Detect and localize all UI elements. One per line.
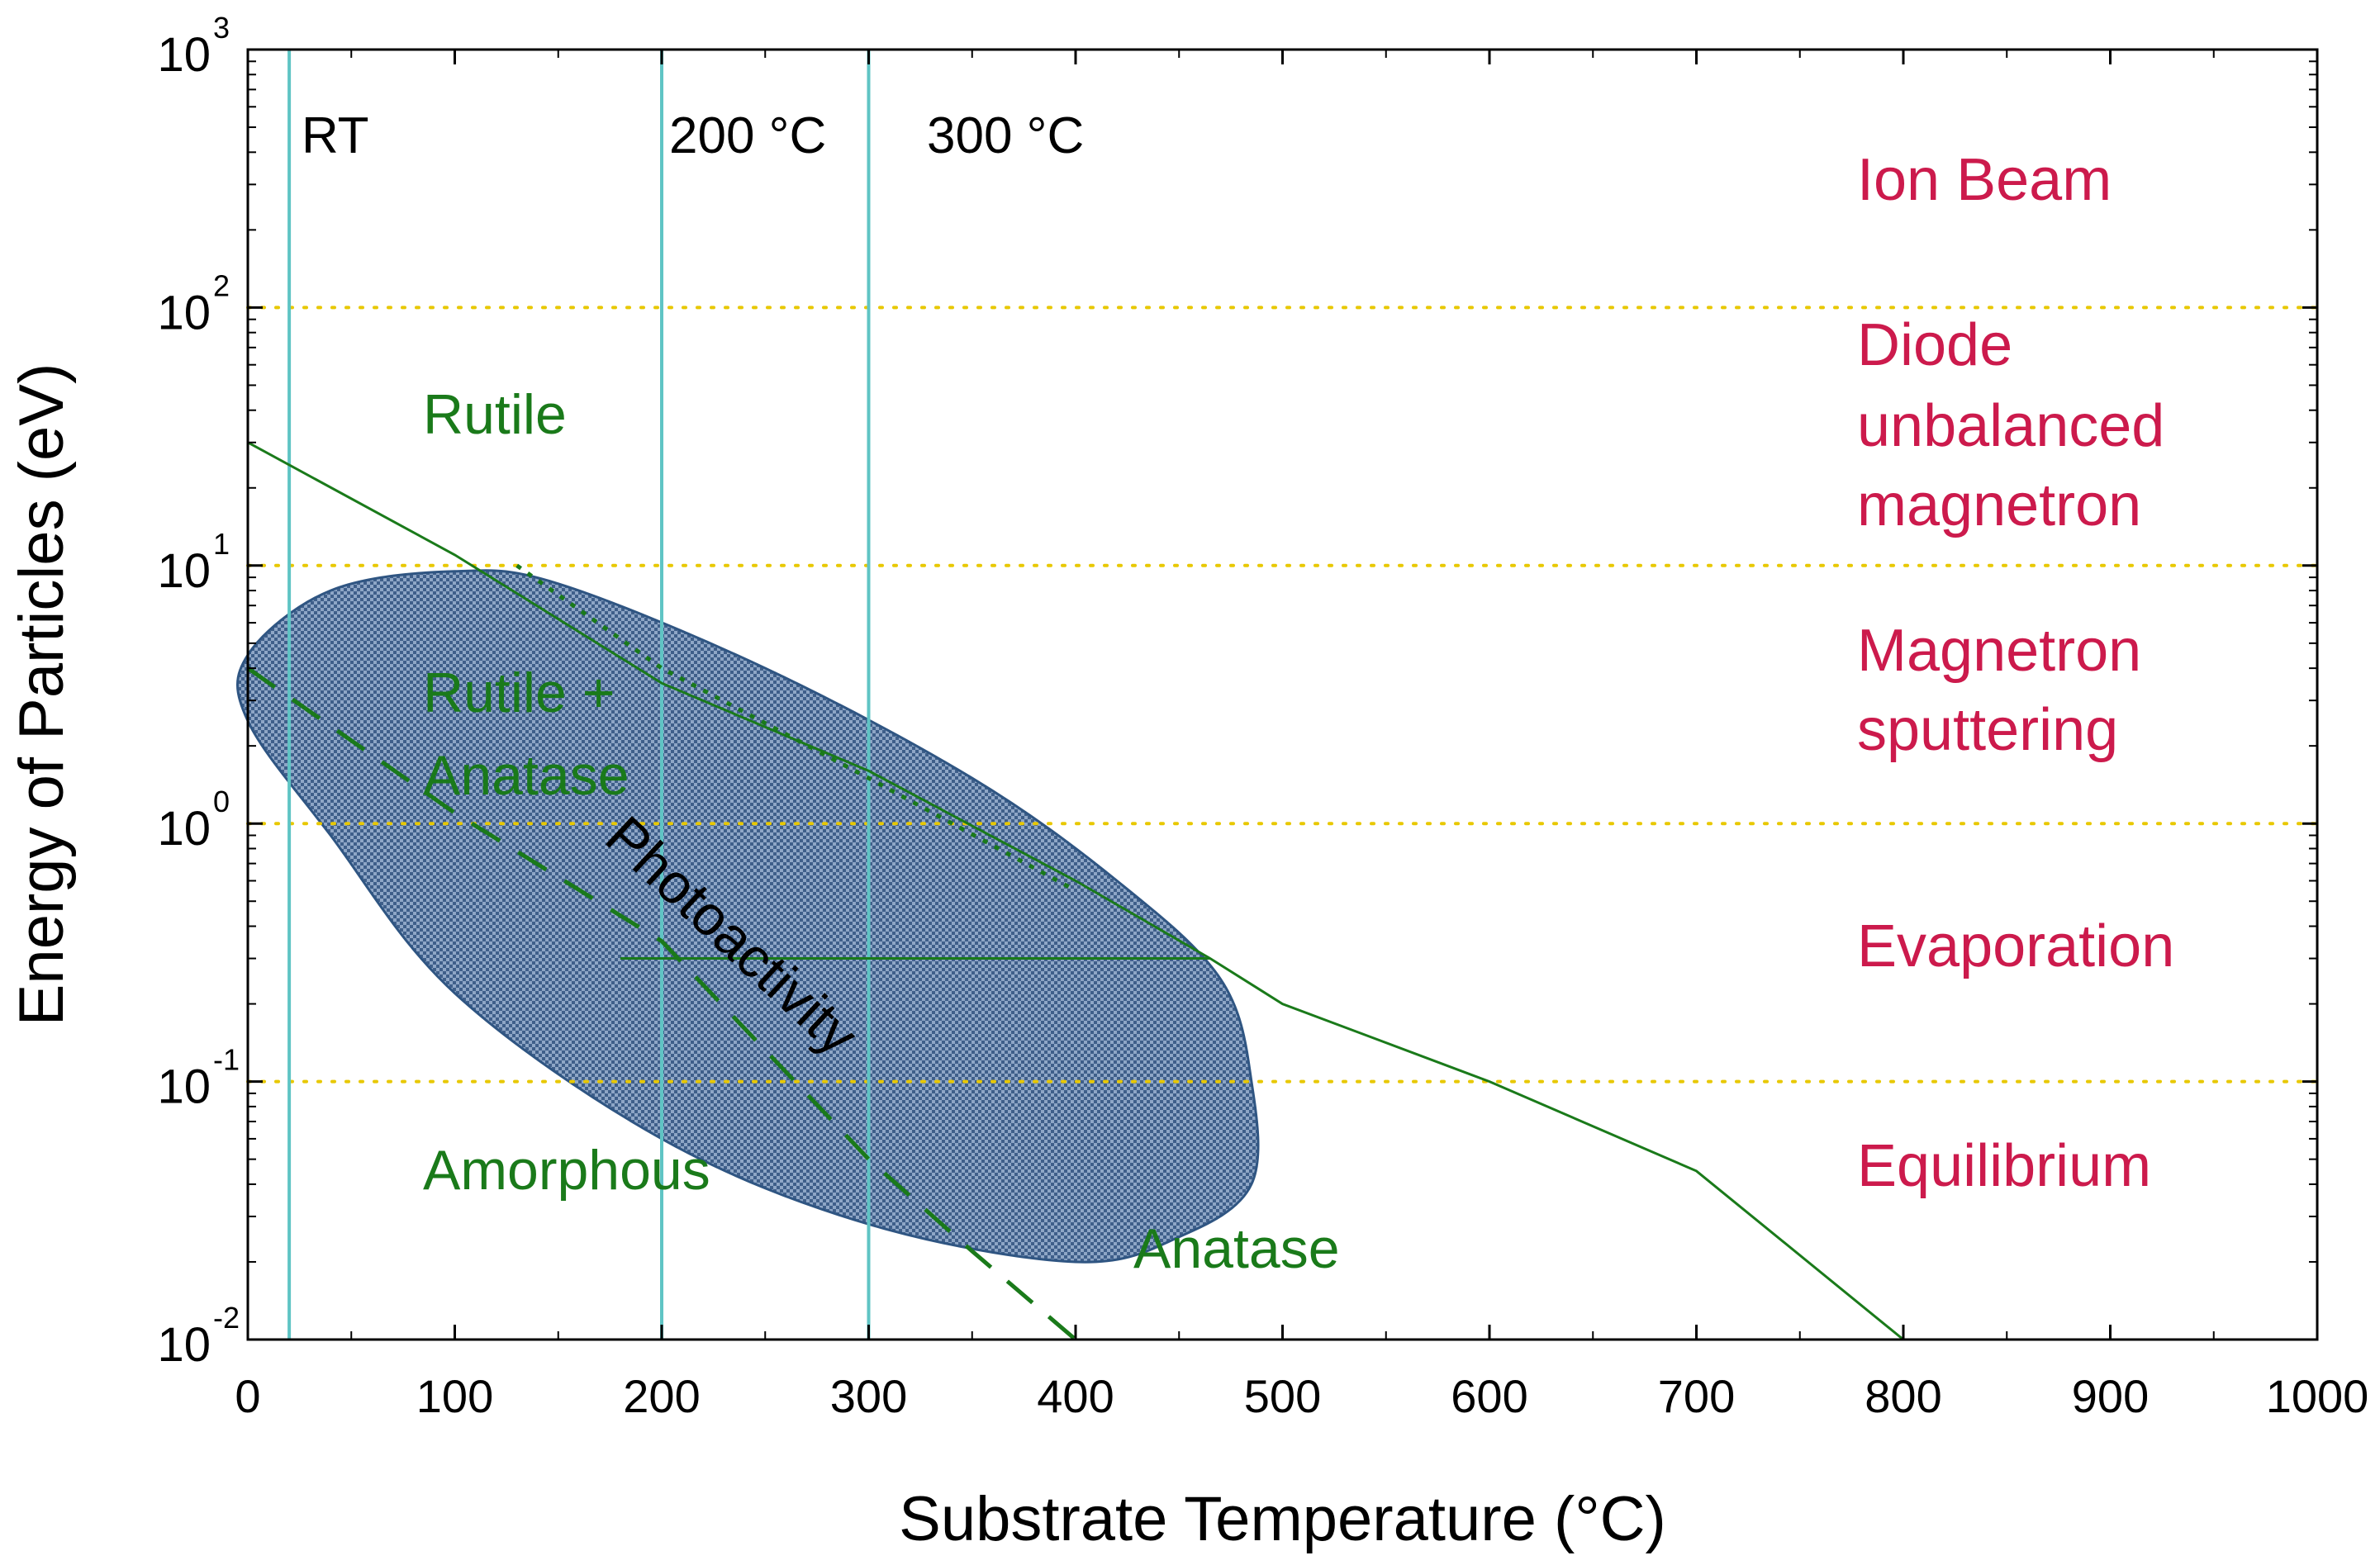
- y-tick-label-base: 10: [157, 286, 211, 339]
- reference-lines-layer: [246, 50, 2319, 1340]
- x-axis-title: Substrate Temperature (°C): [899, 1484, 1666, 1554]
- labels-layer: RT 200 °C 300 °C0 100 200 300 400 500 600 700 800 9…: [7, 11, 2368, 1554]
- process-label: Ion Beam: [1857, 147, 2112, 213]
- x-tick-label: 800: [1865, 1370, 1941, 1422]
- y-tick-label-base: 10: [157, 1060, 211, 1114]
- boundary-lines-layer: [246, 441, 1904, 1341]
- axes-layer: [246, 48, 2319, 1341]
- vertical-line-label: 300 °C: [927, 107, 1084, 164]
- amorphous-boundary-line: [246, 666, 1077, 1341]
- phase-label: Anatase: [423, 744, 629, 807]
- x-tick-label: 1000: [2266, 1370, 2369, 1422]
- process-label: Diode: [1857, 312, 2012, 378]
- x-tick-label: 200: [623, 1370, 700, 1422]
- y-tick-label-base: 10: [157, 544, 211, 598]
- x-tick-label: 700: [1658, 1370, 1735, 1422]
- x-tick-label: 600: [1451, 1370, 1527, 1422]
- phase-label: Rutile: [423, 383, 567, 446]
- photoactivity-upper-line: [515, 563, 1077, 893]
- phase-label: Rutile +: [423, 662, 615, 724]
- x-tick-label: 500: [1244, 1370, 1321, 1422]
- y-tick-label-exponent: 1: [213, 527, 230, 561]
- y-tick-label-exponent: -1: [213, 1043, 240, 1077]
- y-tick-label-exponent: 3: [213, 11, 230, 45]
- process-label: Magnetron: [1857, 618, 2141, 684]
- rutile-boundary-line: [247, 441, 1904, 1341]
- process-label: sputtering: [1857, 697, 2118, 763]
- vertical-line-label: RT: [302, 107, 369, 164]
- vertical-line-label: 200 °C: [669, 107, 826, 164]
- y-tick-label-exponent: 0: [213, 785, 230, 818]
- x-tick-label: 0: [235, 1370, 260, 1422]
- process-label: Evaporation: [1857, 913, 2174, 979]
- process-label: Equilibrium: [1857, 1133, 2151, 1199]
- y-tick-label-base: 10: [157, 1318, 211, 1372]
- y-tick-label-exponent: -2: [213, 1301, 240, 1335]
- phase-label: Amorphous: [423, 1139, 710, 1202]
- phase-label: Anatase: [1133, 1217, 1340, 1280]
- process-label: magnetron: [1857, 472, 2141, 538]
- x-tick-label: 100: [416, 1370, 493, 1422]
- y-tick-label-base: 10: [157, 802, 211, 856]
- x-tick-label: 400: [1037, 1370, 1114, 1422]
- y-tick-label-exponent: 2: [213, 268, 230, 302]
- photoactivity-region-layer: [235, 569, 1260, 1264]
- process-label: unbalanced: [1857, 393, 2164, 459]
- x-tick-label: 300: [830, 1370, 907, 1422]
- x-tick-label: 900: [2072, 1370, 2149, 1422]
- y-tick-label-base: 10: [157, 28, 211, 82]
- photoactivity-region: [235, 569, 1260, 1264]
- y-axis-title: Energy of Particles (eV): [7, 363, 77, 1027]
